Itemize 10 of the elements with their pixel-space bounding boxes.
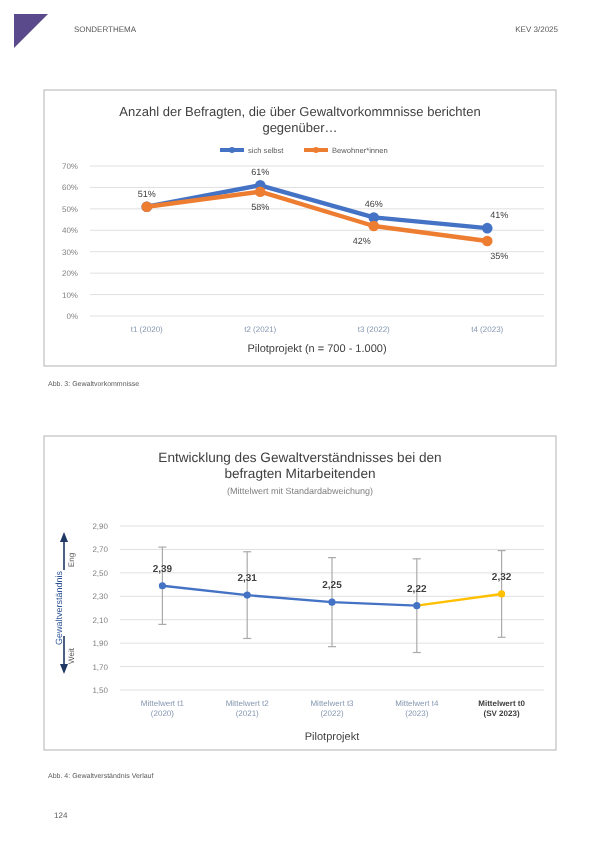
point xyxy=(368,212,380,223)
point xyxy=(498,590,506,598)
point xyxy=(413,602,421,610)
point xyxy=(243,591,251,599)
point xyxy=(481,222,493,234)
point xyxy=(368,220,380,232)
point xyxy=(481,235,493,247)
point xyxy=(254,186,266,197)
point xyxy=(158,582,166,590)
point xyxy=(328,598,336,606)
